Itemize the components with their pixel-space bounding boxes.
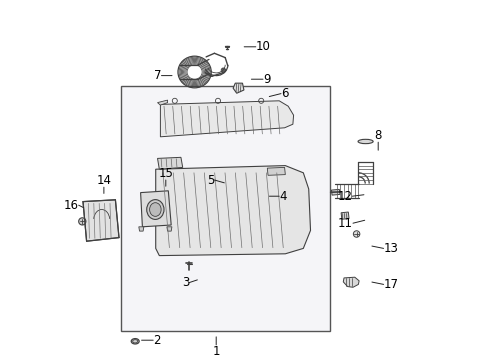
Polygon shape [139,227,144,231]
Text: 6: 6 [281,87,289,100]
Polygon shape [167,227,172,231]
Ellipse shape [358,139,373,144]
Polygon shape [157,157,183,169]
Text: 13: 13 [384,242,398,255]
Ellipse shape [149,203,161,216]
Text: 10: 10 [256,40,270,53]
Polygon shape [160,101,294,137]
Polygon shape [331,189,340,195]
Text: 15: 15 [158,167,173,180]
Text: 3: 3 [182,276,189,289]
Ellipse shape [131,338,139,344]
Polygon shape [343,277,359,287]
Text: 11: 11 [338,217,353,230]
Polygon shape [341,212,349,219]
Polygon shape [268,167,285,175]
Bar [121,86,330,331]
Polygon shape [156,166,311,256]
Ellipse shape [147,199,164,220]
Text: 14: 14 [97,174,111,187]
Text: 12: 12 [337,190,352,203]
Text: 1: 1 [213,345,220,358]
Text: 5: 5 [207,174,215,186]
Polygon shape [157,100,168,105]
Circle shape [79,218,86,225]
Circle shape [353,231,360,237]
Text: 16: 16 [64,199,79,212]
Text: 17: 17 [384,278,398,291]
Text: 9: 9 [263,73,270,86]
Text: 7: 7 [154,69,162,82]
Polygon shape [233,83,244,93]
Polygon shape [141,191,171,227]
Text: 8: 8 [374,129,382,142]
Polygon shape [83,200,119,241]
Text: 2: 2 [153,334,161,347]
Text: 4: 4 [279,190,287,203]
